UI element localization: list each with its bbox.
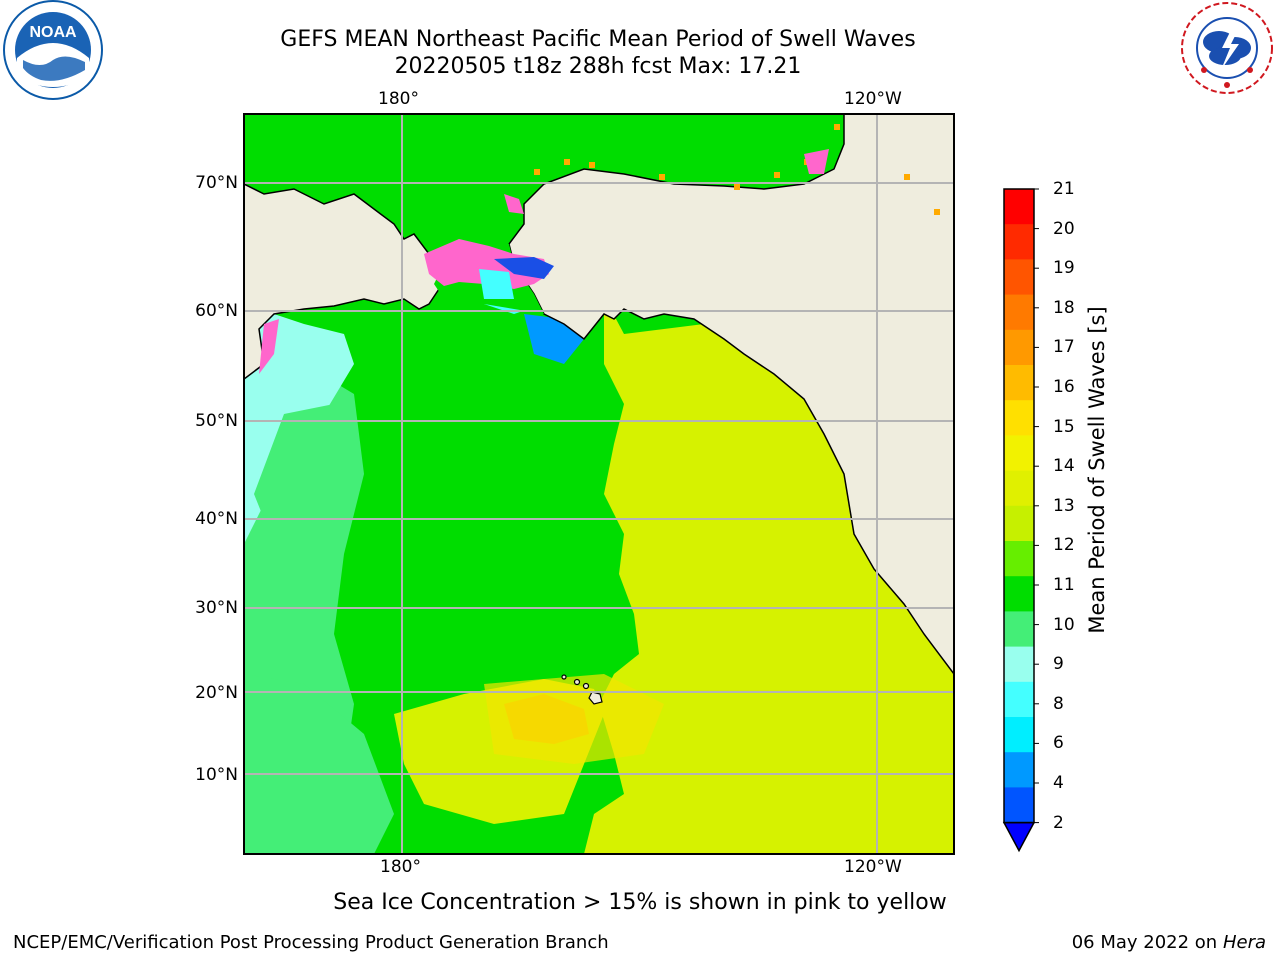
colorbar-segment	[1004, 787, 1034, 824]
hawaii-islands	[561, 674, 603, 705]
bering-sea-ice-pink	[424, 239, 549, 289]
bering-sea-ice-blue	[494, 257, 554, 279]
colorbar-segment	[1004, 470, 1034, 507]
colorbar-tick-label: 21	[1053, 179, 1075, 199]
colorbar-tick-label: 8	[1053, 693, 1064, 714]
colorbar-tick-label: 2	[1053, 812, 1064, 833]
arctic-ice-pink	[804, 149, 829, 174]
ocean-field-yellow-core	[484, 674, 664, 764]
sea-ice-note: Sea Ice Concentration > 15% is shown in …	[333, 890, 947, 915]
lat-label-30n: 30°N	[195, 598, 238, 618]
footer-machine: Hera	[1222, 932, 1266, 953]
colorbar-segment	[1004, 259, 1034, 296]
lat-label-60n: 60°N	[195, 301, 238, 321]
colorbar-tick-label: 17	[1053, 337, 1075, 358]
colorbar-segment	[1004, 646, 1034, 683]
lon-label-top-180: 180°	[378, 89, 419, 109]
colorbar-title: Mean Period of Swell Waves [s]	[1085, 306, 1109, 634]
lat-label-50n: 50°N	[195, 411, 238, 431]
colorbar-tick-label: 11	[1053, 575, 1075, 595]
lon-label-bottom-180: 180°	[380, 857, 421, 877]
footer-date-text: 06 May 2022 on	[1071, 932, 1218, 953]
colorbar-tick-label: 19	[1053, 258, 1075, 279]
ice-kamchatka	[259, 319, 279, 374]
colorbar-segment	[1004, 611, 1034, 648]
svg-text:NOAA: NOAA	[29, 24, 77, 41]
colorbar-segment	[1004, 224, 1034, 260]
noaa-logo: NOAA	[3, 0, 103, 100]
lon-label-bottom-120w: 120°W	[844, 857, 902, 877]
colorbar-tick-label: 13	[1053, 495, 1075, 516]
lat-label-70n: 70°N	[195, 173, 238, 193]
colorbar-segment	[1004, 505, 1034, 542]
colorbar-tick-label: 14	[1053, 456, 1075, 477]
graticule	[244, 114, 954, 854]
land-north-america	[508, 114, 954, 676]
colorbar-segment	[1004, 294, 1034, 331]
ocean-field-green-sw	[244, 674, 394, 854]
bering-sea-cyan	[479, 269, 514, 299]
ocean-field-lightgreen	[254, 404, 344, 544]
colorbar-segment	[1004, 717, 1034, 753]
lat-label-10n: 10°N	[195, 765, 238, 785]
chart-title: GEFS MEAN Northeast Pacific Mean Period …	[280, 27, 916, 52]
colorbar	[1002, 188, 1039, 853]
nws-logo	[1180, 1, 1274, 95]
colorbar-segment	[1004, 752, 1034, 788]
colorbar-segment	[1004, 576, 1034, 612]
chart-subtitle: 20220505 t18z 288h fcst Max: 17.21	[394, 54, 802, 79]
colorbar-tick-label: 20	[1053, 218, 1075, 239]
lat-label-20n: 20°N	[195, 683, 238, 703]
colorbar-tick-label: 9	[1053, 654, 1064, 675]
swell-period-map	[243, 113, 955, 855]
lon-label-top-120w: 120°W	[844, 89, 902, 109]
colorbar-tick-label: 15	[1053, 416, 1075, 437]
arctic-ice-pink-2	[504, 194, 524, 214]
colorbar-segment	[1004, 541, 1034, 577]
colorbar-tick-label: 18	[1053, 297, 1075, 318]
colorbar-tick-label: 6	[1053, 733, 1064, 754]
colorbar-segment	[1004, 400, 1034, 436]
footer-branch: NCEP/EMC/Verification Post Processing Pr…	[13, 932, 609, 953]
footer-date: 06 May 2022 on Hera	[1072, 932, 1266, 953]
map-frame	[243, 113, 955, 855]
colorbar-tick-label: 16	[1053, 377, 1075, 397]
colorbar-segment	[1004, 435, 1034, 472]
colorbar-segment	[1004, 329, 1034, 366]
colorbar-segment	[1004, 189, 1034, 225]
colorbar-segment	[1004, 365, 1034, 401]
colorbar-segment	[1004, 681, 1034, 718]
lat-label-40n: 40°N	[195, 509, 238, 529]
colorbar-tick-label: 4	[1053, 773, 1064, 793]
colorbar-extend-arrow	[1002, 821, 1036, 853]
land-siberia	[244, 183, 445, 380]
colorbar-tick-label: 12	[1053, 535, 1075, 556]
colorbar-tick-label: 10	[1053, 614, 1075, 635]
